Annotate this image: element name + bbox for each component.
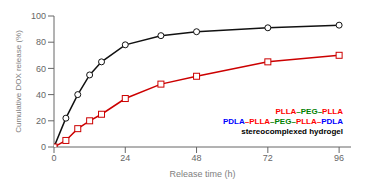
- svg-text:72: 72: [263, 153, 273, 163]
- html-text:stereocomplexed hydrogel: stereocomplexed hydrogel: [241, 127, 343, 136]
- svg-text:Cumulative DOX release (%): Cumulative DOX release (%): [14, 30, 23, 133]
- svg-text:Release time (h): Release time (h): [169, 169, 235, 179]
- svg-text:100: 100: [31, 11, 46, 21]
- html-text:PDLA –PLLA –PEG– PLLA– PDLA: PDLA –PLLA –PEG– PLLA– PDLA: [223, 117, 343, 126]
- html-text:PLLA –PEG– PLLA: PLLA –PEG– PLLA: [275, 107, 343, 116]
- svg-text:96: 96: [334, 153, 344, 163]
- svg-text:60: 60: [36, 64, 46, 74]
- svg-text:24: 24: [120, 153, 130, 163]
- svg-text:40: 40: [36, 90, 46, 100]
- svg-text:0: 0: [51, 153, 56, 163]
- svg-text:48: 48: [192, 153, 202, 163]
- svg-text:80: 80: [36, 37, 46, 47]
- svg-text:0: 0: [41, 142, 46, 152]
- svg-text:20: 20: [36, 116, 46, 126]
